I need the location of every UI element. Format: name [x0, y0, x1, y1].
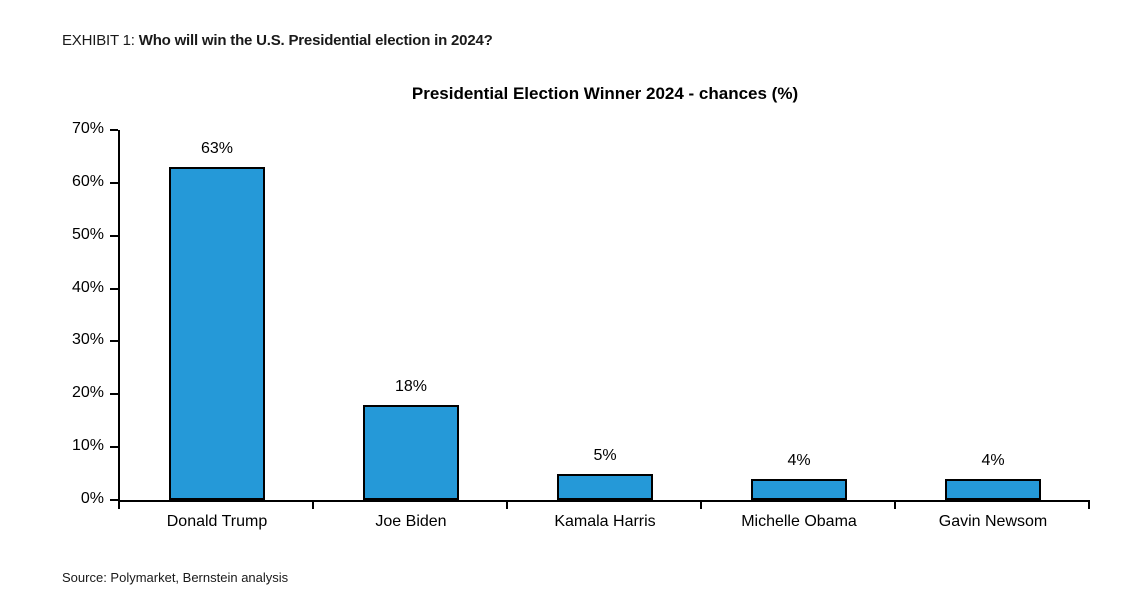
x-axis-tick [118, 500, 120, 509]
y-axis-tick-label: 60% [71, 172, 104, 190]
bar [363, 404, 459, 500]
y-axis-tick-label: 40% [71, 278, 104, 296]
x-axis-category-label: Joe Biden [375, 513, 447, 530]
source-note: Source: Polymarket, Bernstein analysis [62, 570, 289, 585]
bar-value-label: 4% [787, 451, 811, 469]
x-axis-tick [312, 500, 314, 509]
x-axis-tick [1088, 500, 1090, 509]
y-axis-tick-label: 30% [71, 331, 104, 349]
y-axis-tick-label: 20% [71, 384, 104, 402]
y-axis-tick-label: 10% [71, 437, 104, 455]
y-axis-tick [110, 129, 118, 131]
bar-value-label: 63% [200, 140, 234, 157]
x-axis-category-label: Michelle Obama [741, 513, 857, 530]
exhibit-label: EXHIBIT 1: [62, 32, 135, 49]
y-axis-tick [110, 340, 118, 343]
chart-title: Presidential Election Winner 2024 - chan… [411, 84, 799, 103]
y-axis-tick [110, 499, 118, 501]
y-axis-tick [110, 181, 118, 184]
bar [169, 167, 265, 500]
exhibit-title: Who will win the U.S. Presidential elect… [138, 32, 493, 49]
bar [557, 473, 653, 500]
y-axis-tick [110, 234, 118, 237]
x-axis-tick [700, 500, 702, 509]
y-axis-tick [110, 446, 118, 449]
x-axis-category-label: Kamala Harris [554, 513, 656, 530]
y-axis-tick [110, 287, 118, 290]
x-axis-category-label: Donald Trump [166, 513, 268, 530]
y-axis-tick [110, 393, 118, 396]
bar-value-label: 18% [394, 377, 428, 395]
exhibit-heading: EXHIBIT 1: Who will win the U.S. Preside… [62, 32, 493, 49]
x-axis-tick [894, 500, 896, 509]
y-axis-tick-label: 70% [71, 120, 104, 137]
y-axis-line [118, 130, 120, 502]
x-axis-category-label: Gavin Newsom [938, 513, 1048, 530]
bar [945, 478, 1041, 500]
bar-value-label: 5% [593, 446, 617, 464]
bar [751, 478, 847, 500]
x-axis-tick [506, 500, 508, 509]
x-axis-line [118, 500, 1090, 502]
y-axis-tick-label: 0% [80, 490, 104, 507]
bar-value-label: 4% [981, 451, 1005, 469]
y-axis-tick-label: 50% [71, 225, 104, 243]
